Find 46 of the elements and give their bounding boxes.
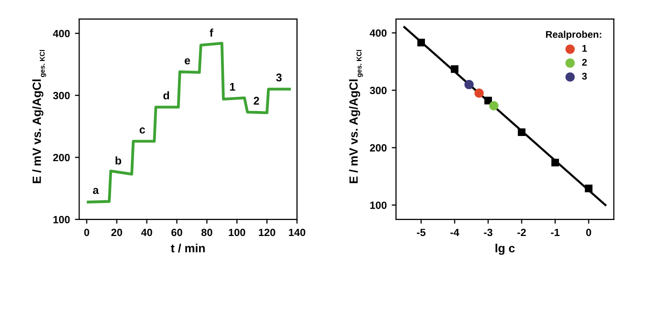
x-tick-label: 100 <box>228 228 246 236</box>
annotation: f <box>210 28 214 37</box>
point <box>450 65 458 73</box>
y-tick-label: 100 <box>53 216 70 224</box>
legend-label: 2 <box>582 58 587 66</box>
annotation: d <box>163 91 169 100</box>
legend-label: 1 <box>582 45 587 52</box>
x-tick-label: -5 <box>416 228 426 236</box>
x-tick-label: 40 <box>141 228 152 236</box>
x-tick-label: 140 <box>288 228 306 236</box>
y-tick-label: 300 <box>53 92 70 100</box>
legend-label: 3 <box>582 72 587 80</box>
x-tick-label: 0 <box>586 228 592 236</box>
x-tick-label: -1 <box>550 228 560 236</box>
y-tick-label: 300 <box>370 86 387 94</box>
annotation: e <box>184 58 190 64</box>
x-axis-title: t / min <box>170 244 205 253</box>
x-tick-label: -4 <box>450 228 460 236</box>
point <box>518 128 526 136</box>
x-axis-title: lg c <box>496 244 515 255</box>
annotation: 3 <box>276 74 282 82</box>
x-tick-label: 120 <box>258 228 276 236</box>
x-tick-label: 20 <box>111 228 122 236</box>
x-tick-label: -2 <box>517 228 526 236</box>
point <box>417 38 425 46</box>
legend-title: Realproben: <box>546 30 602 40</box>
x-tick-label: 0 <box>84 228 90 236</box>
point <box>551 158 559 166</box>
point <box>489 101 498 110</box>
line-series <box>86 42 291 204</box>
y-tick-label: 200 <box>370 144 387 152</box>
point <box>584 184 592 192</box>
y-tick-label: 400 <box>370 29 387 37</box>
annotation: b <box>116 156 122 165</box>
annotation: a <box>92 188 99 194</box>
y-tick-label: 100 <box>370 202 387 209</box>
x-tick-label: 60 <box>171 228 182 236</box>
point <box>464 80 474 90</box>
annotation: 2 <box>254 96 260 105</box>
x-tick-label: 80 <box>201 228 212 236</box>
annotation: 1 <box>230 82 236 91</box>
annotation: c <box>140 127 146 134</box>
point <box>474 88 484 98</box>
y-tick-label: 200 <box>53 154 70 162</box>
x-tick-label: -3 <box>484 228 492 236</box>
y-tick-label: 400 <box>52 30 70 38</box>
